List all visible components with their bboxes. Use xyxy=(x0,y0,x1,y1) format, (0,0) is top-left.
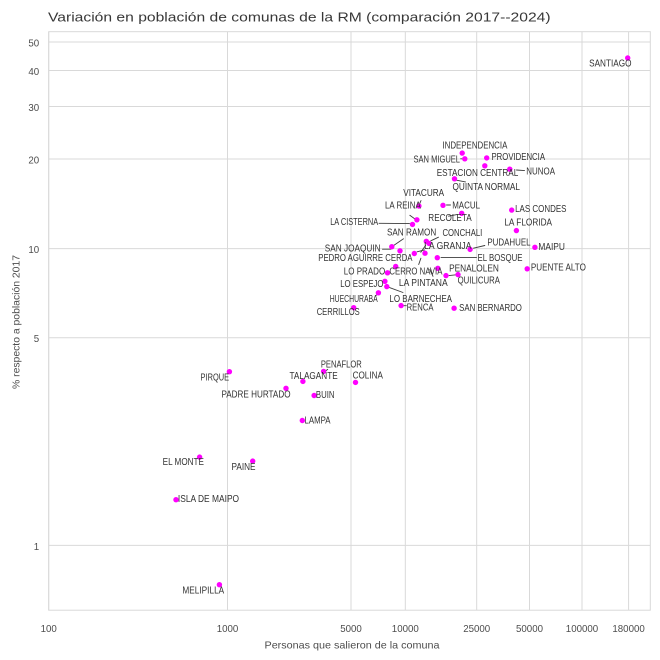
svg-text:LA REINA: LA REINA xyxy=(385,200,421,211)
svg-text:5000: 5000 xyxy=(340,624,362,635)
svg-text:BUIN: BUIN xyxy=(316,390,335,401)
svg-text:PENAFLOR: PENAFLOR xyxy=(321,360,362,371)
svg-text:QUILICURA: QUILICURA xyxy=(458,275,501,286)
svg-text:SANTIAGO: SANTIAGO xyxy=(589,58,632,69)
svg-text:NUNOA: NUNOA xyxy=(526,167,555,178)
svg-text:PADRE HURTADO: PADRE HURTADO xyxy=(221,389,290,400)
svg-text:50: 50 xyxy=(28,38,39,49)
svg-text:Personas que salieron de la co: Personas que salieron de la comuna xyxy=(265,640,440,651)
svg-text:1000: 1000 xyxy=(217,624,239,635)
svg-text:5: 5 xyxy=(34,334,40,345)
svg-text:CERRILLOS: CERRILLOS xyxy=(317,307,360,318)
svg-text:PEDRO AGUIRRE CERDA: PEDRO AGUIRRE CERDA xyxy=(318,253,412,264)
svg-text:PENALOLEN: PENALOLEN xyxy=(449,264,499,275)
svg-text:30: 30 xyxy=(28,103,39,114)
svg-text:LA CISTERNA: LA CISTERNA xyxy=(330,217,378,228)
svg-text:INDEPENDENCIA: INDEPENDENCIA xyxy=(442,141,507,152)
svg-text:COLINA: COLINA xyxy=(353,371,384,382)
svg-text:10: 10 xyxy=(28,245,39,256)
svg-text:100: 100 xyxy=(41,624,57,635)
svg-text:LO ESPEJO: LO ESPEJO xyxy=(340,279,383,290)
svg-text:PAINE: PAINE xyxy=(232,462,256,473)
svg-text:MACUL: MACUL xyxy=(452,201,480,212)
svg-text:LO PRADO: LO PRADO xyxy=(344,267,386,278)
svg-text:RECOLETA: RECOLETA xyxy=(428,213,472,224)
svg-text:MAIPU: MAIPU xyxy=(538,242,565,253)
svg-text:ISLA DE MAIPO: ISLA DE MAIPO xyxy=(178,494,239,505)
svg-text:HUECHURABA: HUECHURABA xyxy=(330,294,378,305)
svg-text:SAN RAMON: SAN RAMON xyxy=(387,227,436,238)
svg-text:LA GRANJA: LA GRANJA xyxy=(424,241,472,252)
svg-text:ESTACION CENTRAL: ESTACION CENTRAL xyxy=(437,168,519,179)
svg-text:LAMPA: LAMPA xyxy=(305,416,331,427)
svg-text:40: 40 xyxy=(28,67,39,78)
svg-text:PUDAHUEL: PUDAHUEL xyxy=(487,237,531,248)
svg-text:SAN JOAQUIN: SAN JOAQUIN xyxy=(325,244,381,255)
svg-text:CONCHALI: CONCHALI xyxy=(442,228,482,239)
svg-text:SAN BERNARDO: SAN BERNARDO xyxy=(459,303,522,314)
svg-text:20: 20 xyxy=(28,155,39,166)
svg-text:180000: 180000 xyxy=(612,624,645,635)
svg-text:PROVIDENCIA: PROVIDENCIA xyxy=(492,152,546,163)
svg-text:MELIPILLA: MELIPILLA xyxy=(182,586,224,597)
svg-text:LO BARNECHEA: LO BARNECHEA xyxy=(389,294,452,305)
svg-text:Variación en población de comu: Variación en población de comunas de la … xyxy=(48,9,551,24)
svg-text:50000: 50000 xyxy=(516,624,543,635)
svg-text:10000: 10000 xyxy=(392,624,419,635)
svg-text:LA PINTANA: LA PINTANA xyxy=(399,278,448,289)
svg-text:% respecto a población 2017: % respecto a población 2017 xyxy=(12,255,23,389)
svg-text:LA FLORIDA: LA FLORIDA xyxy=(504,218,552,229)
svg-text:PUENTE ALTO: PUENTE ALTO xyxy=(531,263,586,274)
svg-text:100000: 100000 xyxy=(566,624,599,635)
svg-text:PIRQUE: PIRQUE xyxy=(201,373,230,384)
svg-text:RENCA: RENCA xyxy=(407,302,434,313)
svg-text:VITACURA: VITACURA xyxy=(403,188,444,199)
svg-text:EL BOSQUE: EL BOSQUE xyxy=(478,253,523,264)
svg-text:TALAGANTE: TALAGANTE xyxy=(290,371,338,382)
svg-text:QUINTA NORMAL: QUINTA NORMAL xyxy=(453,182,521,193)
svg-text:CERRO NAVIA: CERRO NAVIA xyxy=(389,267,442,278)
svg-text:1: 1 xyxy=(34,542,40,553)
svg-text:LAS CONDES: LAS CONDES xyxy=(515,204,567,215)
svg-text:25000: 25000 xyxy=(463,624,490,635)
svg-text:EL MONTE: EL MONTE xyxy=(163,457,205,468)
svg-text:SAN MIGUEL: SAN MIGUEL xyxy=(414,155,461,166)
